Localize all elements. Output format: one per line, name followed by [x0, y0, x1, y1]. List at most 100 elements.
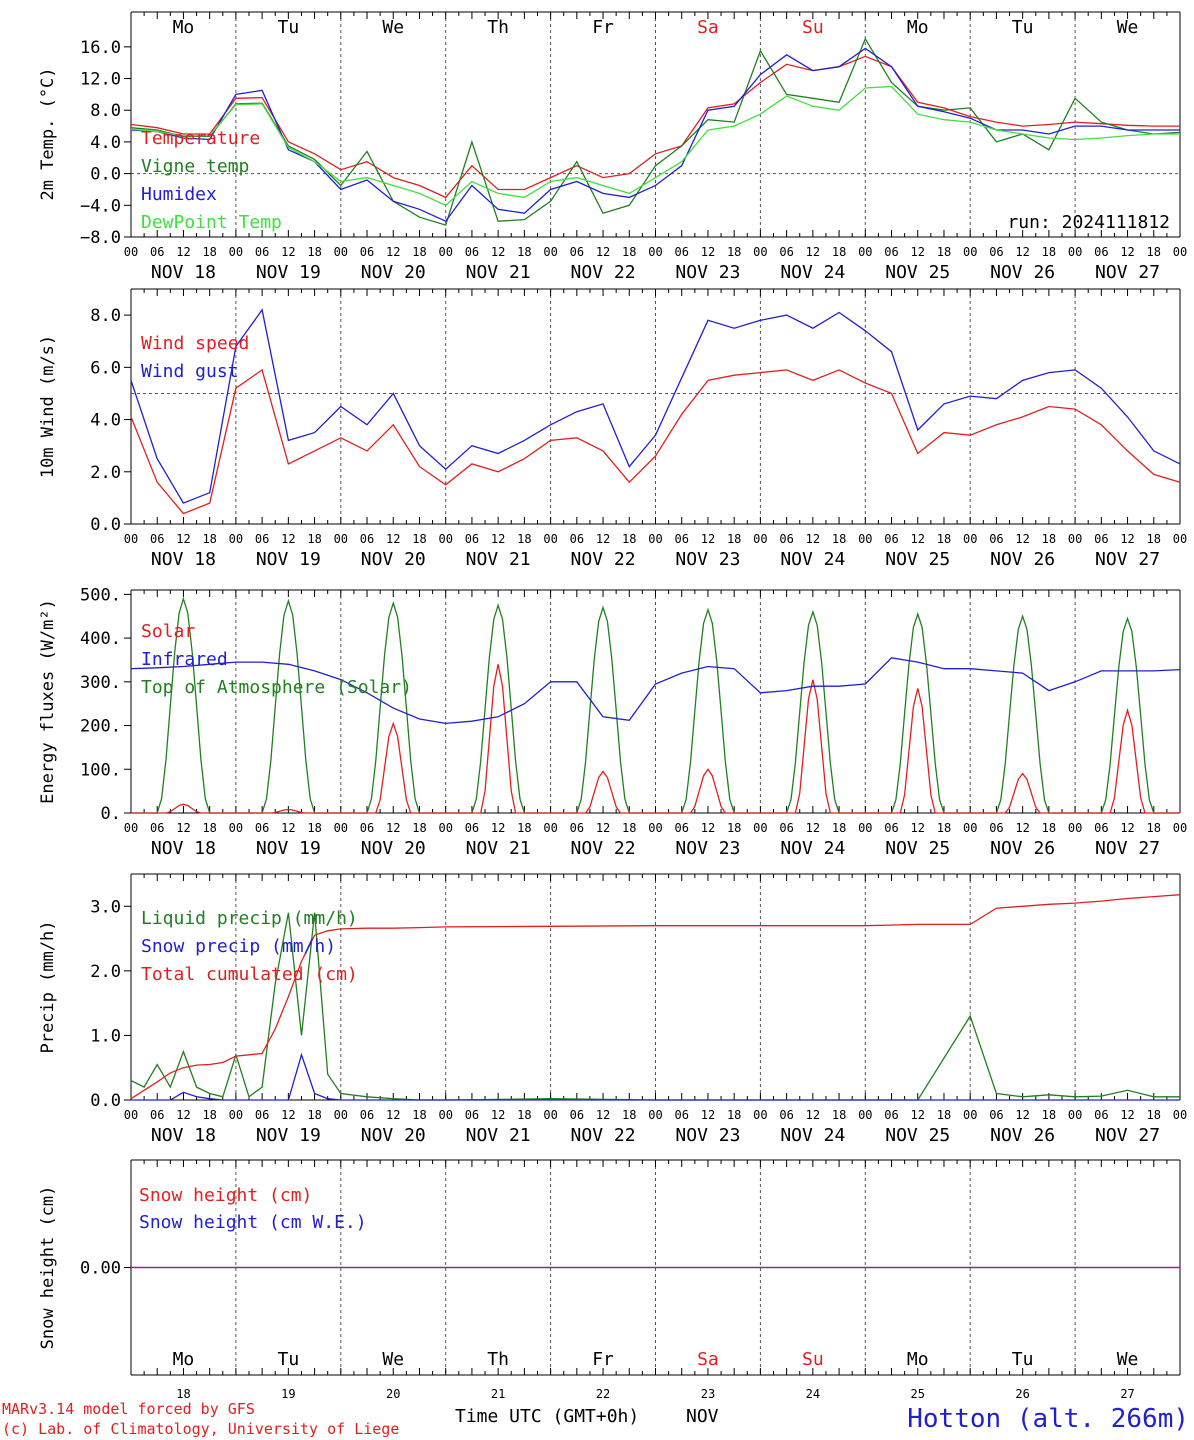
y-tick-label: 0.00	[80, 1259, 121, 1279]
y-tick-label: 12.0	[80, 70, 121, 90]
day-name: Mo	[907, 17, 929, 38]
day-name: We	[1117, 1349, 1139, 1370]
hour-tick-label: 12	[1015, 1108, 1029, 1122]
hour-tick-label: 18	[622, 245, 636, 259]
y-tick-label: 0.	[101, 804, 121, 824]
hour-tick-label: 00	[543, 821, 557, 835]
day-number: 22	[596, 1387, 610, 1401]
hour-tick-label: 06	[360, 1108, 374, 1122]
legend-entry: Total cumulated (cm)	[141, 964, 358, 985]
date-label: NOV 20	[361, 1125, 426, 1146]
hour-tick-label: 12	[806, 1108, 820, 1122]
hour-tick-label: 18	[202, 1108, 216, 1122]
y-tick-label: 200.	[80, 717, 121, 737]
hour-tick-label: 18	[937, 821, 951, 835]
hour-tick-label: 06	[150, 821, 164, 835]
hour-tick-label: 06	[779, 821, 793, 835]
y-axis-label: Precip (mm/h)	[38, 920, 58, 1053]
hour-tick-label: 12	[1120, 1108, 1134, 1122]
day-name: Mo	[173, 1349, 195, 1370]
hour-tick-label: 18	[517, 821, 531, 835]
y-axis-label: 10m Wind (m/s)	[38, 335, 58, 478]
hour-tick-label: 12	[701, 1108, 715, 1122]
y-tick-label: 0.0	[90, 1091, 121, 1111]
hour-tick-label: 18	[832, 532, 846, 546]
hour-tick-label: 18	[1042, 532, 1056, 546]
y-tick-label: 300.	[80, 673, 121, 693]
hour-tick-label: 18	[517, 1108, 531, 1122]
day-name: Tu	[1012, 1349, 1034, 1370]
hour-tick-label: 06	[884, 1108, 898, 1122]
hour-tick-label: 00	[229, 821, 243, 835]
hour-tick-label: 00	[1068, 532, 1082, 546]
hour-tick-label: 18	[622, 532, 636, 546]
hour-tick-label: 12	[806, 532, 820, 546]
hour-tick-label: 00	[543, 245, 557, 259]
hour-tick-label: 06	[779, 1108, 793, 1122]
date-label: NOV 18	[151, 1125, 216, 1146]
y-tick-label: 16.0	[80, 38, 121, 58]
day-number: 20	[386, 1387, 400, 1401]
credit-line-1: MARv3.14 model forced by GFS	[2, 1400, 255, 1418]
day-number: 26	[1015, 1387, 1029, 1401]
hour-tick-label: 18	[832, 245, 846, 259]
legend-entry: Snow height (cm W.E.)	[139, 1212, 367, 1233]
y-axis-label: 2m Temp. (°C)	[38, 67, 58, 200]
date-label: NOV 22	[571, 1125, 636, 1146]
hour-tick-label: 12	[806, 245, 820, 259]
panel-2: 8.0 6.0 4.0 2.0 0.0 10m Wind (m/s) Wind speed W…	[38, 288, 1187, 570]
hour-tick-label: 00	[1173, 1108, 1187, 1122]
hour-tick-label: 12	[176, 532, 190, 546]
hour-tick-label: 06	[570, 532, 584, 546]
hour-tick-label: 00	[648, 821, 662, 835]
day-number: 24	[806, 1387, 820, 1401]
hour-tick-label: 18	[307, 1108, 321, 1122]
day-number: 18	[176, 1387, 190, 1401]
day-name: We	[382, 17, 404, 38]
hour-tick-label: 00	[753, 1108, 767, 1122]
series-wind-gust	[130, 308, 1181, 504]
hour-tick-label: 00	[963, 532, 977, 546]
hour-tick-label: 06	[1094, 245, 1108, 259]
hour-tick-label: 06	[465, 821, 479, 835]
date-label: NOV 21	[466, 1125, 531, 1146]
date-label: NOV 23	[675, 1125, 740, 1146]
hour-tick-label: 12	[806, 821, 820, 835]
series-vigne-temp	[130, 37, 1181, 226]
credit-line-2: (c) Lab. of Climatology, University of L…	[2, 1420, 399, 1438]
y-tick-label: 2.0	[90, 463, 121, 483]
date-label: NOV 27	[1095, 1125, 1160, 1146]
date-label: NOV 27	[1095, 838, 1160, 859]
date-label: NOV 21	[466, 549, 531, 570]
hour-tick-label: 06	[674, 532, 688, 546]
date-label: NOV 18	[151, 549, 216, 570]
date-label: NOV 25	[885, 262, 950, 283]
hour-tick-label: 06	[570, 1108, 584, 1122]
day-name: Fr	[592, 17, 614, 38]
hour-tick-label: 06	[989, 245, 1003, 259]
hour-tick-label: 00	[1173, 821, 1187, 835]
day-name: Su	[802, 17, 824, 38]
y-tick-label: 400.	[80, 629, 121, 649]
hour-tick-label: 00	[753, 821, 767, 835]
hour-tick-label: 00	[1068, 821, 1082, 835]
legend-entry: Vigne temp	[141, 156, 249, 177]
y-tick-label: 4.0	[90, 133, 121, 153]
date-label: NOV 24	[780, 1125, 845, 1146]
hour-tick-label: 18	[1042, 821, 1056, 835]
date-label: NOV 20	[361, 262, 426, 283]
hour-tick-label: 18	[727, 532, 741, 546]
hour-tick-label: 18	[1042, 1108, 1056, 1122]
hour-tick-label: 06	[779, 532, 793, 546]
hour-tick-label: 12	[281, 532, 295, 546]
hour-tick-label: 18	[412, 245, 426, 259]
date-label: NOV 19	[256, 262, 321, 283]
hour-tick-label: 18	[1147, 532, 1161, 546]
hour-tick-label: 06	[255, 532, 269, 546]
hour-tick-label: 18	[307, 821, 321, 835]
date-label: NOV 18	[151, 838, 216, 859]
infrared-line	[130, 657, 1181, 725]
hour-tick-label: 06	[150, 532, 164, 546]
hour-tick-label: 12	[386, 532, 400, 546]
